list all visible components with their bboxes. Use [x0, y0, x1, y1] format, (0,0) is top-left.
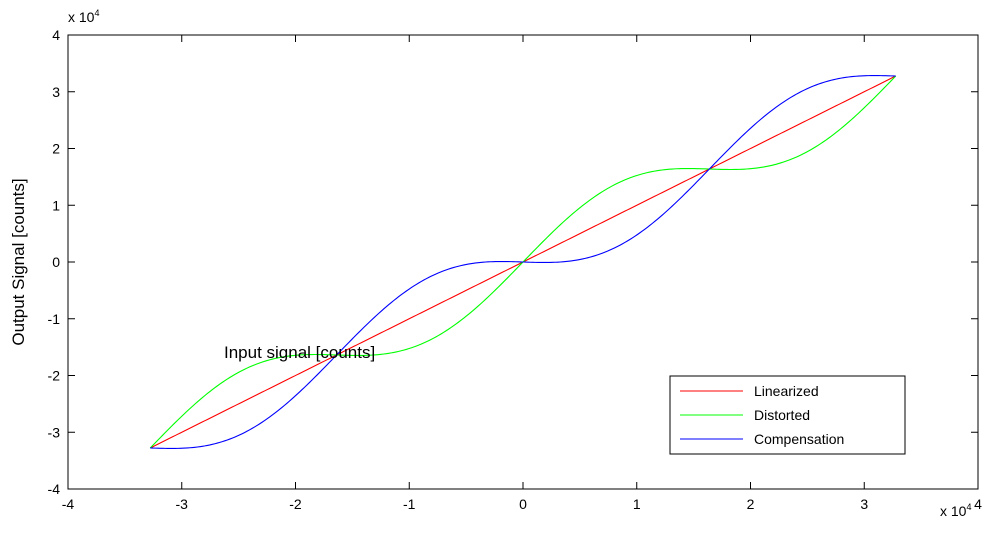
x-tick-label: 1 — [633, 496, 641, 512]
legend-label-linearized: Linearized — [754, 383, 819, 399]
x-scale-label: x 104 — [940, 502, 971, 519]
series-lines — [149, 75, 897, 449]
y-tick-label: 0 — [52, 254, 60, 270]
y-scale-label: x 104 — [68, 8, 99, 25]
y-tick-label: -4 — [48, 481, 61, 497]
x-tick-label: -2 — [289, 496, 302, 512]
y-tick-label: 3 — [52, 84, 60, 100]
y-tick-label: 1 — [52, 197, 60, 213]
y-tick-label: -1 — [48, 311, 61, 327]
x-tick-label: -1 — [403, 496, 416, 512]
y-tick-label: -3 — [48, 424, 61, 440]
x-tick-label: 4 — [974, 496, 982, 512]
y-tick-label: 2 — [52, 141, 60, 157]
y-tick-label: -2 — [48, 368, 61, 384]
axis-ticks: -4 -3 -2 -1 0 1 2 3 4 -4 -3 -2 -1 0 1 2 3 4 — [48, 27, 983, 512]
y-tick-label: 4 — [52, 27, 60, 43]
x-tick-label: 2 — [747, 496, 755, 512]
x-tick-label: 3 — [860, 496, 868, 512]
legend-label-distorted: Distorted — [754, 407, 810, 423]
legend-label-compensation: Compensation — [754, 431, 844, 447]
x-tick-label: -3 — [176, 496, 189, 512]
legend: Linearized Distorted Compensation — [669, 375, 906, 455]
series-line-compensation — [150, 75, 896, 449]
x-axis-label: Input signal [counts] — [224, 343, 375, 362]
x-tick-label: 0 — [519, 496, 527, 512]
y-axis-label: Output Signal [counts] — [9, 178, 28, 345]
x-tick-label: -4 — [62, 496, 75, 512]
